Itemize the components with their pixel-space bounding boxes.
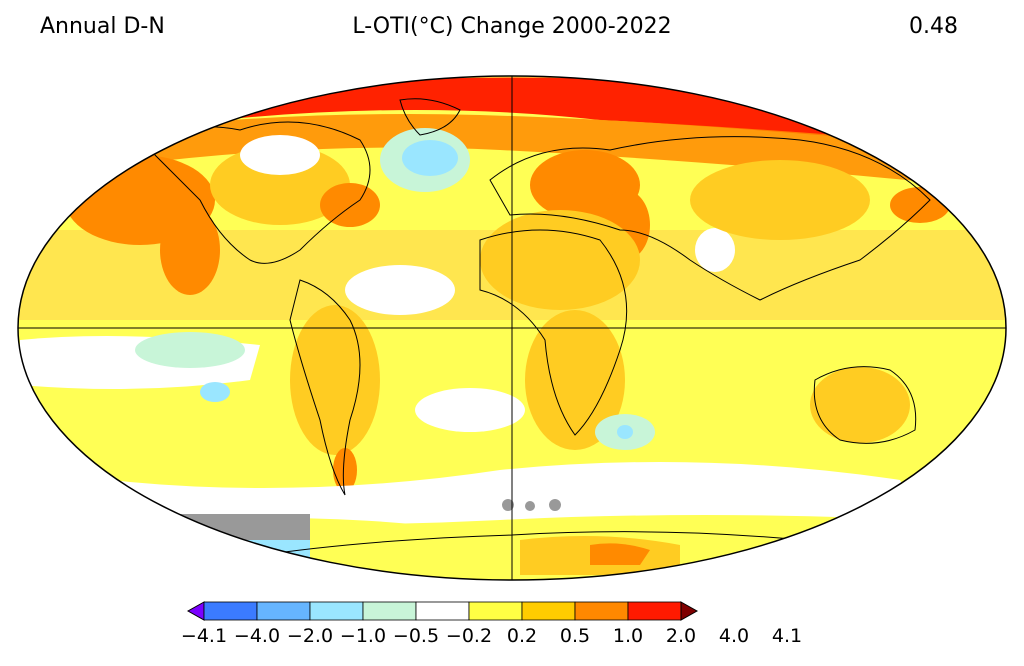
greenland-coast xyxy=(399,98,461,136)
temperature-anomaly-map xyxy=(17,75,1007,581)
s-atlantic-white xyxy=(415,388,525,432)
legend-tick-label: −4.0 xyxy=(234,625,280,647)
legend-swatch xyxy=(521,601,576,621)
nw-atlantic-patch xyxy=(320,183,380,227)
legend-tick-label: −4.1 xyxy=(181,625,227,647)
southern-ocean-white xyxy=(100,462,920,525)
north-america-coast xyxy=(139,121,371,264)
legend-tick-label: 0.2 xyxy=(507,625,537,647)
atlantic-cold-spot xyxy=(402,140,458,176)
legend-tick-label: 1.0 xyxy=(613,625,643,647)
legend-swatch xyxy=(574,601,629,621)
atlantic-white-patch xyxy=(345,265,455,315)
color-legend: −4.1 −4.0 −2.0 −1.0 −0.5 −0.2 0.2 0.5 1.0 2.0 4.0 4… xyxy=(181,601,802,647)
india-white-patch xyxy=(695,228,735,272)
north-africa-warm xyxy=(480,210,640,310)
legend-tick-label: −2.0 xyxy=(287,625,333,647)
legend-tick-label: 2.0 xyxy=(666,625,696,647)
legend-tick-label: −0.5 xyxy=(393,625,439,647)
legend-tick-label: 0.5 xyxy=(560,625,590,647)
legend-swatch xyxy=(627,601,682,621)
map-subtitle-left: Annual D-N xyxy=(40,14,165,39)
legend-swatch xyxy=(203,601,258,621)
eurasia-coast xyxy=(489,136,931,301)
africa-warm xyxy=(525,310,625,450)
no-data-spot xyxy=(549,499,561,511)
arctic-orange-band xyxy=(90,114,960,185)
amundsen-warm xyxy=(150,530,210,560)
legend-arrow-min xyxy=(186,601,205,621)
legend-swatch xyxy=(362,601,417,621)
australia-warm xyxy=(810,367,910,443)
south-america-coast xyxy=(289,279,361,496)
map-title: L-OTI(°C) Change 2000-2022 xyxy=(352,14,672,39)
legend-tick-label: −0.2 xyxy=(446,625,492,647)
global-mean-value: 0.48 xyxy=(909,14,958,39)
globe-outline xyxy=(17,75,1007,581)
north-america-warm xyxy=(210,145,350,225)
canada-white-patch xyxy=(240,135,320,175)
no-data-spot xyxy=(502,499,514,511)
no-data-spot xyxy=(525,501,535,511)
patagonia-warm xyxy=(333,448,357,492)
east-antarctica-hot xyxy=(590,543,650,565)
s-pacific-cool xyxy=(135,332,245,368)
asia-warm xyxy=(690,160,870,240)
legend-swatch xyxy=(468,601,523,621)
legend-arrow-max xyxy=(680,601,699,621)
africa-coast xyxy=(479,229,628,436)
legend-tick-label: 4.0 xyxy=(719,625,749,647)
legend-tick-label: 4.1 xyxy=(772,625,802,647)
legend-swatch xyxy=(256,601,311,621)
australia-coast xyxy=(813,366,917,444)
legend-swatch xyxy=(415,601,470,621)
legend-swatch xyxy=(309,601,364,621)
s-pacific-cold-spot xyxy=(200,382,230,402)
nw-pacific-patch xyxy=(890,187,950,223)
legend-tick-label: −1.0 xyxy=(340,625,386,647)
s-indian-cold-spot xyxy=(617,425,633,439)
ne-pacific-patch-2 xyxy=(160,205,220,295)
